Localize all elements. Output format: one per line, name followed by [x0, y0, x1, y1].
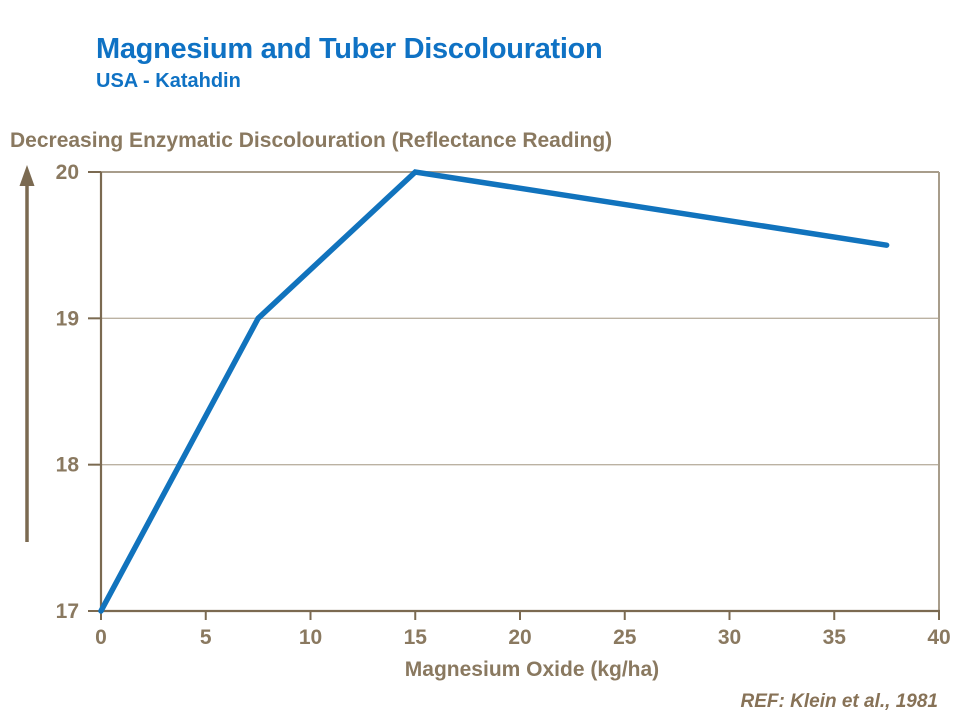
- page-title: Magnesium and Tuber Discolouration: [96, 33, 603, 65]
- page-subtitle: USA - Katahdin: [96, 70, 241, 92]
- x-tick-label-0: 0: [95, 626, 107, 649]
- x-tick-label-10: 10: [299, 626, 322, 649]
- y-tick-label-17: 17: [56, 600, 79, 623]
- x-tick-label-20: 20: [508, 626, 531, 649]
- y-tick-label-19: 19: [56, 307, 79, 330]
- x-axis-title: Magnesium Oxide (kg/ha): [404, 658, 660, 681]
- y-tick-label-20: 20: [56, 161, 79, 184]
- data-line: [98, 169, 890, 614]
- x-tick-label-25: 25: [613, 626, 637, 649]
- x-tick-label-40: 40: [927, 626, 950, 649]
- reference-text: REF: Klein et al., 1981: [740, 691, 938, 712]
- up-arrow-icon: [19, 165, 35, 186]
- y-tick-label-18: 18: [56, 454, 80, 477]
- x-tick-label-35: 35: [823, 626, 847, 649]
- x-tick-label-30: 30: [718, 626, 741, 649]
- x-tick-label-15: 15: [404, 626, 428, 649]
- y-axis-title: Decreasing Enzymatic Discolouration (Ref…: [10, 129, 613, 152]
- x-tick-label-5: 5: [200, 626, 212, 649]
